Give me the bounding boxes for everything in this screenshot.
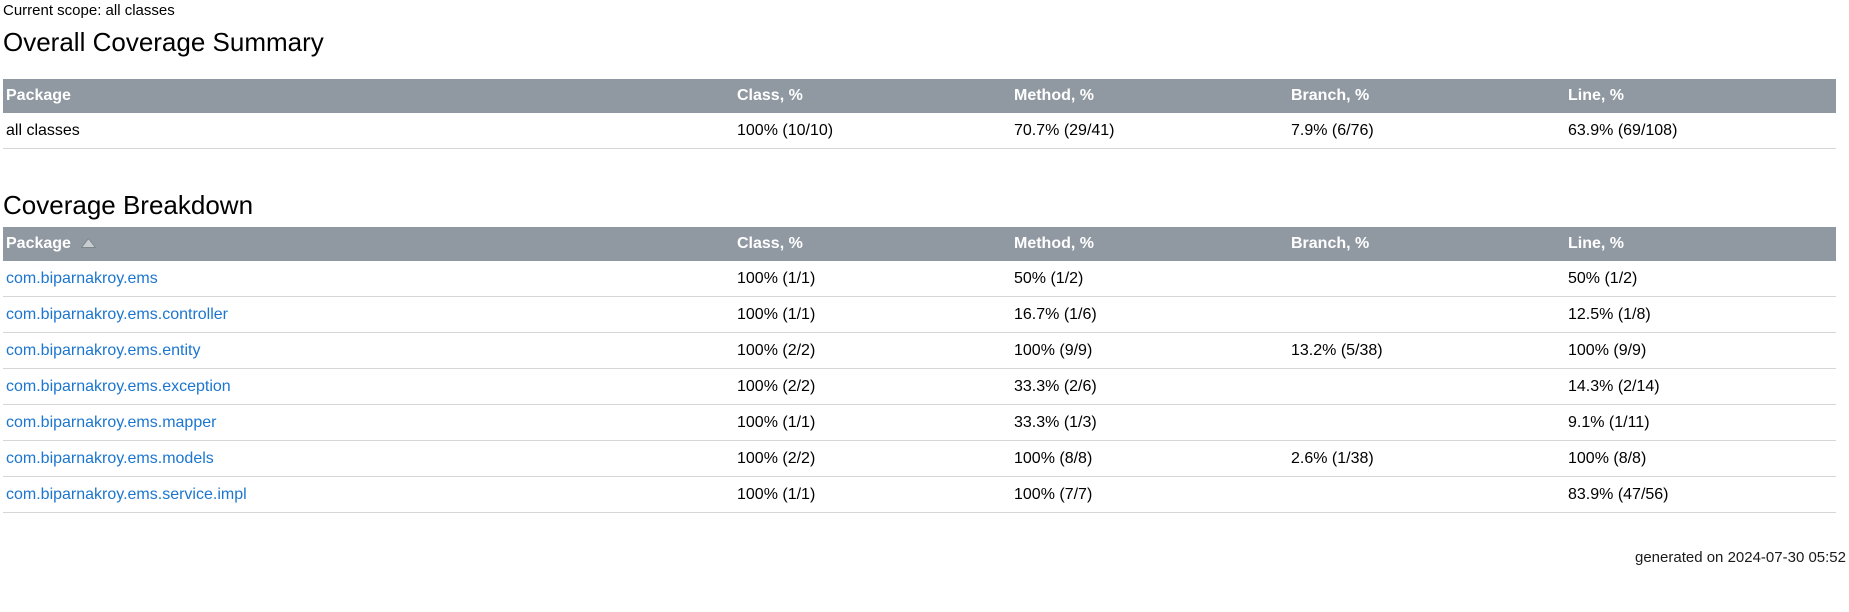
column-header-branch[interactable]: Branch, %	[1288, 79, 1565, 113]
column-header-label: Branch, %	[1291, 235, 1370, 252]
summary-header-row: Package Class, % Method, % Branch, % Line, %	[3, 79, 1836, 113]
line-percent-cell: 50% (1/2)	[1565, 261, 1836, 297]
method-percent-cell: 100% (8/8)	[1011, 440, 1288, 477]
column-header-method[interactable]: Method, %	[1011, 79, 1288, 113]
branch-percent-cell: 7.9% (6/76)	[1288, 113, 1565, 149]
package-cell: com.biparnakroy.ems.exception	[3, 368, 734, 405]
line-percent-cell: 9.1% (1/11)	[1565, 404, 1836, 441]
package-link[interactable]: com.biparnakroy.ems.service.impl	[6, 486, 247, 503]
column-header-branch[interactable]: Branch, %	[1288, 227, 1565, 261]
package-cell: com.biparnakroy.ems.entity	[3, 332, 734, 369]
generated-timestamp: generated on 2024-07-30 05:52	[1634, 549, 1846, 566]
table-row: com.biparnakroy.ems.mapper 100% (1/1) 33.3…	[3, 404, 1836, 441]
line-percent-cell: 100% (9/9)	[1565, 332, 1836, 369]
branch-percent-cell	[1288, 404, 1565, 441]
coverage-report-page: Current scope: all classes Overall Cover…	[3, 2, 1846, 567]
column-header-class[interactable]: Class, %	[734, 227, 1011, 261]
column-header-label: Branch, %	[1291, 87, 1370, 104]
line-percent-cell: 12.5% (1/8)	[1565, 296, 1836, 333]
column-header-label: Method, %	[1014, 235, 1094, 252]
column-header-label: Class, %	[737, 235, 803, 252]
column-header-label: Package	[6, 235, 71, 252]
method-percent-cell: 100% (9/9)	[1011, 332, 1288, 369]
package-cell: com.biparnakroy.ems	[3, 261, 734, 297]
class-percent-cell: 100% (1/1)	[734, 261, 1011, 297]
column-header-package[interactable]: Package	[3, 79, 734, 113]
method-percent-cell: 70.7% (29/41)	[1011, 113, 1288, 149]
package-link[interactable]: com.biparnakroy.ems.controller	[6, 306, 229, 323]
package-link[interactable]: com.biparnakroy.ems.exception	[6, 378, 231, 395]
class-percent-cell: 100% (2/2)	[734, 440, 1011, 477]
line-percent-cell: 100% (8/8)	[1565, 440, 1836, 477]
package-cell: com.biparnakroy.ems.service.impl	[3, 476, 734, 513]
method-percent-cell: 50% (1/2)	[1011, 261, 1288, 297]
column-header-class[interactable]: Class, %	[734, 79, 1011, 113]
method-percent-cell: 16.7% (1/6)	[1011, 296, 1288, 333]
package-link[interactable]: com.biparnakroy.ems.entity	[6, 342, 201, 359]
class-percent-cell: 100% (2/2)	[734, 368, 1011, 405]
package-cell: com.biparnakroy.ems.controller	[3, 296, 734, 333]
line-percent-cell: 63.9% (69/108)	[1565, 113, 1836, 149]
coverage-breakdown-title: Coverage Breakdown	[3, 190, 254, 220]
column-header-line[interactable]: Line, %	[1565, 227, 1836, 261]
method-percent-cell: 33.3% (1/3)	[1011, 404, 1288, 441]
table-row: com.biparnakroy.ems 100% (1/1) 50% (1/2) 50…	[3, 261, 1836, 297]
package-cell: com.biparnakroy.ems.mapper	[3, 404, 734, 441]
line-percent-cell: 83.9% (47/56)	[1565, 476, 1836, 513]
table-row: com.biparnakroy.ems.exception 100% (2/2) 3…	[3, 368, 1836, 405]
column-header-label: Class, %	[737, 87, 803, 104]
branch-percent-cell	[1288, 368, 1565, 405]
package-cell: all classes	[3, 113, 734, 149]
method-percent-cell: 100% (7/7)	[1011, 476, 1288, 513]
column-header-label: Method, %	[1014, 87, 1094, 104]
branch-percent-cell	[1288, 476, 1565, 513]
column-header-label: Line, %	[1568, 87, 1625, 104]
column-header-line[interactable]: Line, %	[1565, 79, 1836, 113]
column-header-method[interactable]: Method, %	[1011, 227, 1288, 261]
column-header-label: Package	[6, 87, 71, 104]
overall-coverage-summary-table: Package Class, % Method, % Branch, % Line, %…	[3, 79, 1836, 149]
table-row: com.biparnakroy.ems.controller 100% (1/1)…	[3, 296, 1836, 333]
branch-percent-cell	[1288, 296, 1565, 333]
coverage-breakdown-table: Package Class, % Method, % Branch, % Line, %…	[3, 227, 1836, 513]
branch-percent-cell: 13.2% (5/38)	[1288, 332, 1565, 369]
class-percent-cell: 100% (1/1)	[734, 476, 1011, 513]
class-percent-cell: 100% (1/1)	[734, 296, 1011, 333]
class-percent-cell: 100% (2/2)	[734, 332, 1011, 369]
table-row: com.biparnakroy.ems.models 100% (2/2) 100%…	[3, 440, 1836, 477]
package-cell: com.biparnakroy.ems.models	[3, 440, 734, 477]
table-row: com.biparnakroy.ems.entity 100% (2/2) 100%…	[3, 332, 1836, 369]
line-percent-cell: 14.3% (2/14)	[1565, 368, 1836, 405]
package-link[interactable]: com.biparnakroy.ems	[6, 270, 158, 287]
package-link[interactable]: com.biparnakroy.ems.mapper	[6, 414, 217, 431]
branch-percent-cell	[1288, 261, 1565, 297]
class-percent-cell: 100% (10/10)	[734, 113, 1011, 149]
current-scope-label: Current scope: all classes	[3, 2, 175, 19]
column-header-package[interactable]: Package	[3, 227, 734, 261]
column-header-label: Line, %	[1568, 235, 1625, 252]
class-percent-cell: 100% (1/1)	[734, 404, 1011, 441]
breakdown-header-row: Package Class, % Method, % Branch, % Line, %	[3, 227, 1836, 261]
table-row: com.biparnakroy.ems.service.impl 100% (1/…	[3, 476, 1836, 513]
sort-ascending-icon	[80, 234, 97, 254]
table-row: all classes 100% (10/10) 70.7% (29/41) 7.9%…	[3, 113, 1836, 149]
overall-coverage-summary-title: Overall Coverage Summary	[3, 27, 324, 57]
package-link[interactable]: com.biparnakroy.ems.models	[6, 450, 214, 467]
branch-percent-cell: 2.6% (1/38)	[1288, 440, 1565, 477]
method-percent-cell: 33.3% (2/6)	[1011, 368, 1288, 405]
